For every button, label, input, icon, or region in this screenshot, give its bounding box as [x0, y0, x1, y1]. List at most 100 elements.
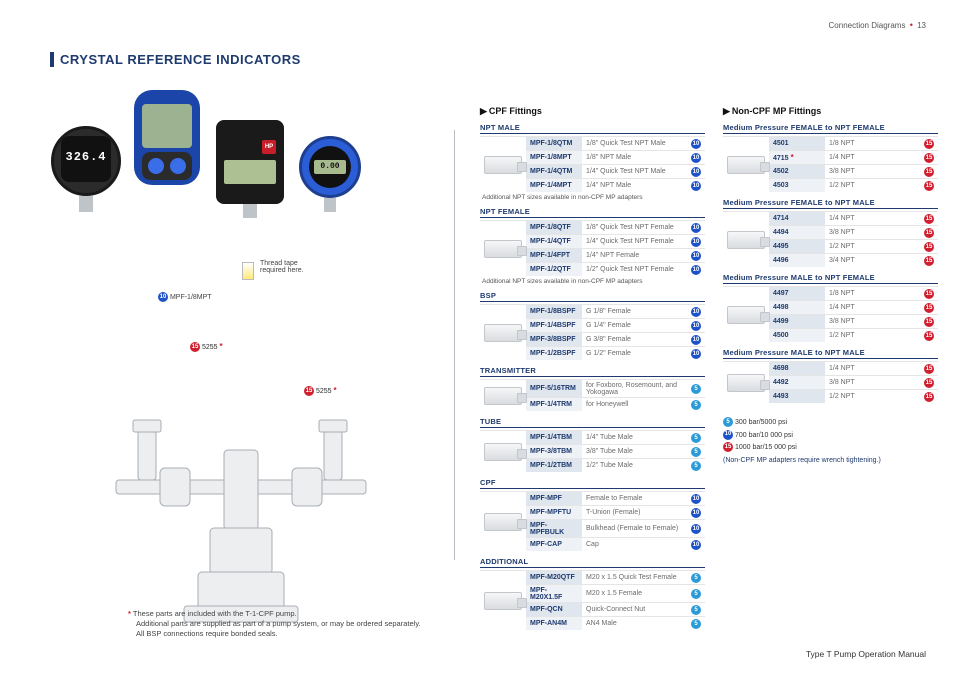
mpf-adapter-label: 10 MPF-1/8MPT — [158, 292, 212, 302]
part-number: 4492 — [769, 376, 825, 390]
rating-icons: 10 — [687, 333, 705, 347]
part-number: 4493 — [769, 390, 825, 404]
part-number: MPF-QCN — [526, 603, 582, 617]
group-label: NPT MALE — [480, 123, 705, 134]
part-number: MPF-1/4QTM — [526, 165, 582, 179]
part-desc: 1/4" NPT Female — [582, 249, 687, 263]
rating-icons: 5 — [687, 571, 705, 585]
rating-icons: 15 — [920, 240, 938, 254]
rating-15-icon: 15 — [924, 139, 934, 149]
table-row: 46981/4 NPT15 — [723, 362, 938, 376]
part-number: MPF-1/8MPT — [526, 151, 582, 165]
part-number: MPF-1/4QTF — [526, 235, 582, 249]
part-number: MPF-M20QTF — [526, 571, 582, 585]
part-desc: 1/4 NPT — [825, 362, 920, 376]
rating-icons: 5 — [687, 431, 705, 445]
part-desc: 1/2 NPT — [825, 179, 920, 193]
rating-10-icon: 10 — [691, 494, 701, 504]
rating-15-icon: 15 — [924, 378, 934, 388]
rating-icons: 5 — [687, 585, 705, 603]
fitting-thumb — [480, 305, 526, 361]
thread-tape-icon — [242, 262, 254, 280]
group-label: Medium Pressure FEMALE to NPT MALE — [723, 198, 938, 209]
rating-icons: 15 — [920, 315, 938, 329]
part-desc: Bulkhead (Female to Female) — [582, 520, 687, 538]
rating-15-icon: 15 — [723, 442, 733, 452]
rating-icons: 15 — [920, 179, 938, 193]
rating-icons: 10 — [687, 538, 705, 552]
part-number: MPF-MPF — [526, 492, 582, 506]
table-row: MPF-5/16TRMfor Foxboro, Rosemount, and Y… — [480, 380, 705, 398]
part-number: MPF-1/8QTM — [526, 137, 582, 151]
rating-icons: 10 — [687, 506, 705, 520]
fittings-table: MPF-1/8QTM1/8" Quick Test NPT Male10MPF-… — [480, 136, 705, 192]
rating-10-icon: 10 — [691, 508, 701, 518]
rating-15-icon: 15 — [924, 331, 934, 341]
rating-icons: 15 — [920, 165, 938, 179]
group-label: Medium Pressure MALE to NPT MALE — [723, 348, 938, 359]
rating-15-icon: 15 — [924, 167, 934, 177]
part-number: 4500 — [769, 329, 825, 343]
part-number: 4502 — [769, 165, 825, 179]
fitting-thumb — [723, 362, 769, 404]
group-label: TUBE — [480, 417, 705, 428]
part-number: 4714 — [769, 212, 825, 226]
rating-15-icon: 15 — [304, 386, 314, 396]
rating-15-icon: 15 — [924, 289, 934, 299]
rating-10-icon: 10 — [691, 265, 701, 275]
header-left: Connection Diagrams — [829, 21, 906, 30]
rating-10-icon: 10 — [691, 181, 701, 191]
rating-10-icon: 10 — [691, 540, 701, 550]
group-label: ADDITIONAL — [480, 557, 705, 568]
part-number: 4501 — [769, 137, 825, 151]
rating-icons: 10 — [687, 263, 705, 277]
part-desc: 3/8" Tube Male — [582, 445, 687, 459]
fittings-table: 46981/4 NPT1544923/8 NPT1544931/2 NPT15 — [723, 361, 938, 403]
part-desc: 1/8" NPT Male — [582, 151, 687, 165]
rating-icons: 10 — [687, 347, 705, 361]
rating-icons: 10 — [687, 179, 705, 193]
rating-15-icon: 15 — [190, 342, 200, 352]
rating-10-icon: 10 — [691, 307, 701, 317]
fittings-table: MPF-1/8BSPFG 1/8" Female10MPF-1/4BSPFG 1… — [480, 304, 705, 360]
rating-icons: 15 — [920, 212, 938, 226]
group-label: NPT FEMALE — [480, 207, 705, 218]
footer-right: Type T Pump Operation Manual — [806, 649, 926, 659]
rating-icons: 15 — [920, 287, 938, 301]
part-desc: G 1/4" Female — [582, 319, 687, 333]
part-number: MPF-1/2BSPF — [526, 347, 582, 361]
fittings-table: 47141/4 NPT1544943/8 NPT1544951/2 NPT154… — [723, 211, 938, 267]
connector-line — [454, 130, 455, 560]
table-row: 47141/4 NPT15 — [723, 212, 938, 226]
part-desc: 1/4 NPT — [825, 151, 920, 165]
table-row: MPF-1/8BSPFG 1/8" Female10 — [480, 305, 705, 319]
rating-5-icon: 5 — [691, 619, 701, 629]
part-desc: 1/4 NPT — [825, 301, 920, 315]
rating-10-icon: 10 — [723, 430, 733, 440]
part-desc: 1/2 NPT — [825, 390, 920, 404]
rating-5-icon: 5 — [691, 400, 701, 410]
part-desc: 1/4" Quick Test NPT Male — [582, 165, 687, 179]
rating-icons: 15 — [920, 329, 938, 343]
group-label: Medium Pressure FEMALE to NPT FEMALE — [723, 123, 938, 134]
rating-15-icon: 15 — [924, 153, 934, 163]
rating-5-icon: 5 — [723, 417, 733, 427]
manifold-illustration — [106, 410, 376, 630]
group-label: TRANSMITTER — [480, 366, 705, 377]
rating-10-icon: 10 — [691, 223, 701, 233]
group-label: Medium Pressure MALE to NPT FEMALE — [723, 273, 938, 284]
part-number: MPF-CAP — [526, 538, 582, 552]
part-desc: G 1/2" Female — [582, 347, 687, 361]
gauge-xp2i: 326.4 — [50, 112, 122, 222]
part-desc: G 1/8" Female — [582, 305, 687, 319]
rating-15-icon: 15 — [924, 214, 934, 224]
page-header: Connection Diagrams • 13 — [829, 20, 926, 30]
fitting-thumb — [480, 431, 526, 473]
part-number: 4497 — [769, 287, 825, 301]
rating-15-icon: 15 — [924, 256, 934, 266]
part-desc: 1/8 NPT — [825, 137, 920, 151]
section-title: CRYSTAL REFERENCE INDICATORS — [50, 52, 301, 67]
rating-icons: 5 — [687, 617, 705, 631]
part-desc: 1/2 NPT — [825, 329, 920, 343]
part-number: MPF-1/4FPT — [526, 249, 582, 263]
